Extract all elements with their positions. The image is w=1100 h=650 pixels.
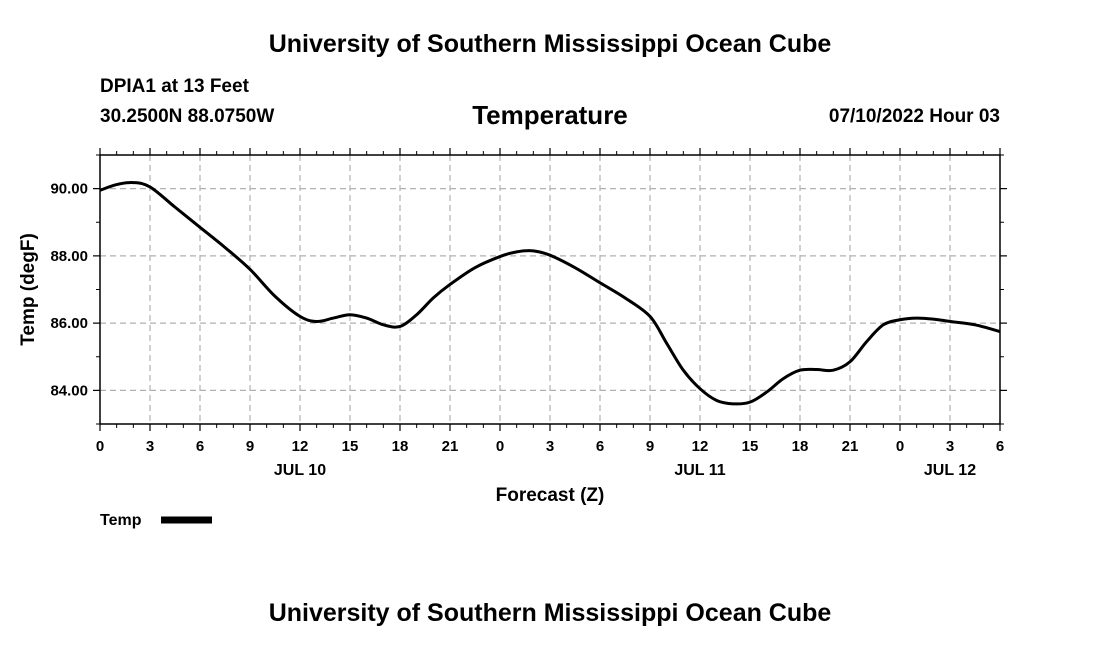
x-tick-label: 12 [292, 438, 309, 455]
coordinates-label: 30.2500N 88.0750W [100, 106, 275, 127]
x-tick-label: 0 [896, 438, 904, 455]
legend-label: Temp [100, 512, 142, 529]
x-tick-label: 6 [996, 438, 1004, 455]
x-tick-label: 3 [146, 438, 154, 455]
x-tick-label: 18 [392, 438, 409, 455]
x-tick-label: 9 [646, 438, 654, 455]
x-date-label: JUL 11 [674, 462, 725, 479]
run-time-label: 07/10/2022 Hour 03 [828, 106, 1000, 127]
y-tick-label: 90.00 [50, 181, 88, 198]
x-tick-label: 15 [742, 438, 759, 455]
x-tick-label: 0 [496, 438, 504, 455]
axis-labels: 0 3 6 9 12 15 18 21 0 3 6 9 12 15 18 21 0 3 6 JUL 10 JUL 11 J… [50, 181, 1004, 479]
x-tick-label: 3 [546, 438, 554, 455]
x-tick-label: 18 [792, 438, 809, 455]
footer-title: University of Southern Mississippi Ocean… [268, 599, 832, 627]
temp-series-line [99, 180, 1001, 406]
x-tick-label: 0 [96, 438, 104, 455]
x-date-label: JUL 10 [274, 462, 326, 479]
y-tick-label: 84.00 [50, 382, 88, 399]
x-tick-label: 6 [596, 438, 604, 455]
x-tick-label: 9 [246, 438, 254, 455]
station-label: DPIA1 at 13 Feet [100, 76, 249, 97]
variable-title: Temperature [472, 100, 628, 130]
x-tick-label: 15 [342, 438, 359, 455]
grid [100, 155, 1000, 424]
x-tick-label: 21 [442, 438, 459, 455]
x-tick-label: 6 [196, 438, 204, 455]
y-tick-label: 86.00 [50, 315, 88, 332]
x-tick-label: 21 [842, 438, 859, 455]
y-axis-label: Temp (degF) [18, 233, 39, 346]
x-tick-label: 3 [946, 438, 954, 455]
y-tick-label: 88.00 [50, 248, 88, 265]
x-tick-label: 12 [692, 438, 709, 455]
plot-frame [99, 154, 1001, 425]
x-date-label: JUL 12 [924, 462, 976, 479]
chart-title: University of Southern Mississippi Ocean… [268, 30, 832, 58]
x-axis-label: Forecast (Z) [496, 485, 605, 506]
